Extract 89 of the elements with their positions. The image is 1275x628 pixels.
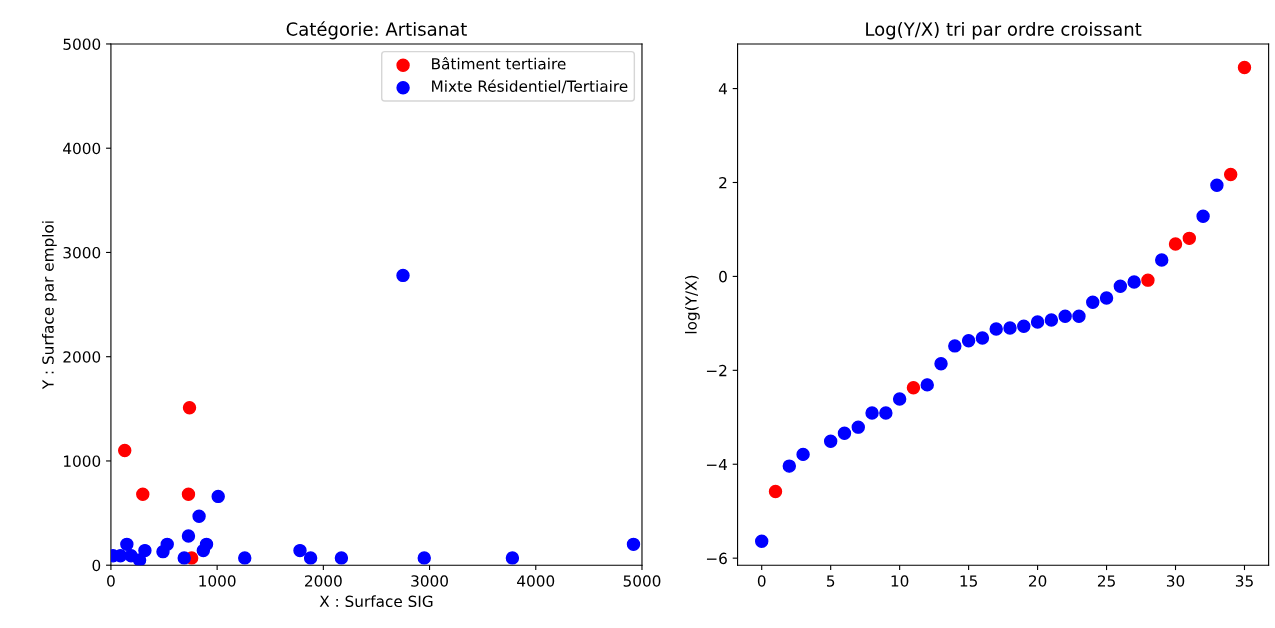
point <box>132 553 147 566</box>
point <box>199 537 214 552</box>
point <box>303 551 318 565</box>
point <box>1113 279 1128 293</box>
point <box>837 426 852 440</box>
point <box>181 529 196 543</box>
y-tick-label: 1000 <box>64 455 101 467</box>
point <box>989 322 1003 336</box>
point <box>948 339 962 353</box>
point <box>1086 295 1100 309</box>
point <box>1196 209 1210 224</box>
y-tick-label: 2 <box>719 176 727 189</box>
x-tick-label: 30 <box>1166 575 1185 587</box>
point <box>181 487 196 502</box>
point <box>1141 273 1155 287</box>
point <box>1168 237 1183 251</box>
x-tick-label: 20 <box>1028 575 1047 587</box>
point <box>906 380 921 395</box>
point <box>626 537 641 552</box>
legend-label: Bâtiment tertiaire <box>432 57 566 70</box>
x-tick-label: 15 <box>960 575 977 587</box>
point <box>238 551 252 565</box>
point <box>1044 313 1059 327</box>
x-tick-label: 3000 <box>411 575 448 587</box>
point <box>851 420 865 434</box>
y-tick-label: −6 <box>706 552 727 565</box>
y-tick-label: 0 <box>719 270 727 283</box>
point <box>396 268 410 283</box>
point <box>136 487 150 502</box>
x-tick-label: 4000 <box>517 575 555 587</box>
x-axis-title: X : Surface SIG <box>319 595 433 608</box>
point <box>1099 291 1114 305</box>
chart-title: Log(Y/X) tri par ordre croissant <box>866 21 1142 40</box>
point <box>796 447 810 462</box>
point <box>293 543 307 558</box>
point <box>920 378 934 392</box>
point <box>417 551 431 565</box>
y-tick-label: 0 <box>92 559 101 572</box>
point <box>1237 60 1252 75</box>
point <box>192 509 206 523</box>
point <box>1017 319 1031 333</box>
point <box>934 357 948 371</box>
y-tick-label: −4 <box>706 458 727 471</box>
point <box>1072 309 1086 324</box>
point <box>1210 178 1224 193</box>
point <box>138 543 152 558</box>
point <box>118 443 132 458</box>
point <box>1223 167 1238 182</box>
point <box>892 392 907 406</box>
point <box>1182 231 1197 246</box>
point <box>211 489 225 504</box>
x-tick-label: 2000 <box>305 575 342 587</box>
chart-title: Catégorie: Artisanat <box>286 21 467 40</box>
point <box>177 551 191 565</box>
x-tick-label: 5 <box>827 575 835 587</box>
x-tick-label: 1000 <box>199 575 236 587</box>
point <box>160 537 174 552</box>
y-tick-label: 4000 <box>63 142 101 155</box>
x-tick-label: 5000 <box>623 575 661 587</box>
y-axis-title: Y : Surface par emploi <box>41 221 57 390</box>
point <box>1127 275 1141 289</box>
point <box>1155 253 1169 267</box>
y-tick-label: 3000 <box>63 246 101 259</box>
point <box>768 484 783 499</box>
point <box>865 406 879 420</box>
point <box>961 334 976 348</box>
point <box>334 551 349 565</box>
point <box>1030 315 1045 329</box>
point <box>505 551 520 565</box>
x-tick-label: 35 <box>1235 575 1253 587</box>
legend-label: Mixte Résidentiel/Tertiaire <box>432 79 628 94</box>
y-axis-title: log(Y/X) <box>684 275 700 334</box>
point <box>823 434 838 448</box>
point <box>120 537 134 552</box>
point <box>1058 309 1072 324</box>
point <box>879 406 893 420</box>
point <box>975 331 990 345</box>
x-tick-label: 0 <box>107 575 115 587</box>
x-tick-label: 0 <box>757 575 766 587</box>
y-tick-label: 4 <box>718 83 727 95</box>
point <box>782 459 797 473</box>
point <box>182 401 197 415</box>
x-tick-label: 10 <box>891 575 909 587</box>
y-tick-label: 5000 <box>63 38 101 50</box>
point <box>754 534 769 548</box>
x-tick-label: 25 <box>1097 575 1115 587</box>
y-tick-label: 2000 <box>63 351 101 363</box>
y-tick-label: −2 <box>706 364 727 377</box>
point <box>1003 321 1017 335</box>
